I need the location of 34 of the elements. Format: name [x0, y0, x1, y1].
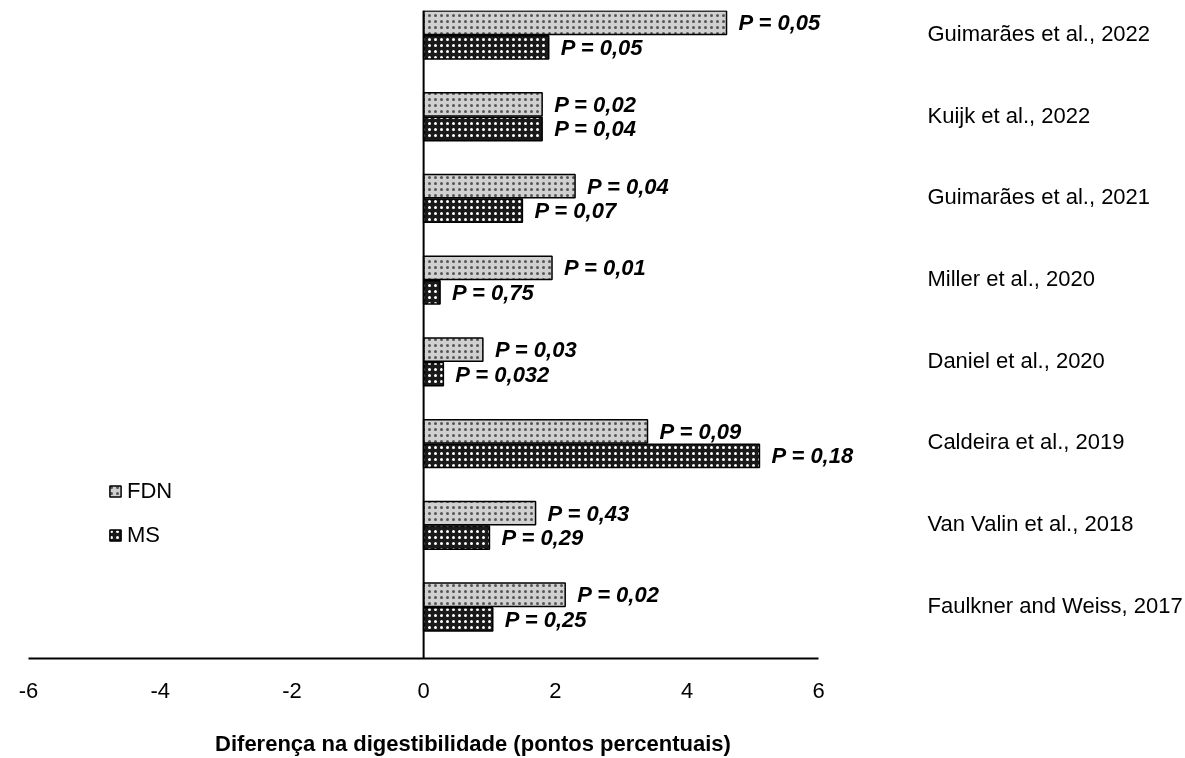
annotation: P = 0,03 [494, 337, 577, 363]
annotation: P = 0,18 [771, 443, 854, 469]
annotation: P = 0,05 [738, 10, 822, 36]
annotation: P = 0,43 [547, 500, 630, 526]
annotation: P = 0,02 [577, 582, 660, 608]
y-tick-label: Guimarães et al., 2022 [927, 20, 1151, 46]
y-tick-label: Miller et al., 2020 [927, 266, 1096, 292]
annotation: P = 0,01 [564, 255, 646, 281]
y-tick-label: Daniel et al., 2020 [927, 347, 1105, 373]
y-tick-label: Guimarães et al., 2021 [927, 184, 1151, 210]
annotation: P = 0,07 [534, 198, 618, 224]
x-tick-label: -4 [150, 677, 170, 703]
annotation: P = 0,09 [659, 418, 743, 444]
annotation: P = 0,04 [554, 116, 636, 142]
legend-label: FDN [127, 478, 173, 504]
annotation: P = 0,29 [501, 525, 584, 551]
x-tick-label: 0 [417, 677, 430, 703]
annotation: P = 0,04 [587, 173, 669, 199]
x-tick-label: -2 [282, 677, 302, 703]
annotation: P = 0,75 [452, 279, 535, 305]
legend-label: MS [127, 522, 160, 548]
x-tick-label: 2 [549, 677, 562, 703]
annotation: P = 0,05 [560, 34, 644, 60]
annotation: P = 0,25 [504, 606, 588, 632]
y-tick-label: Van Valin et al., 2018 [927, 511, 1134, 537]
y-tick-label: Caldeira et al., 2019 [927, 429, 1125, 455]
annotation: P = 0,032 [455, 361, 551, 387]
y-tick-label: Faulkner and Weiss, 2017 [927, 592, 1183, 618]
x-tick-label: 4 [680, 677, 694, 703]
x-axis-title: Diferença na digestibilidade (pontos percentuais) [215, 730, 731, 756]
x-tick-label: -6 [18, 677, 39, 703]
x-tick-label: 6 [812, 677, 825, 703]
annotation: P = 0,02 [554, 91, 637, 117]
y-tick-label: Kuijk et al., 2022 [927, 102, 1091, 128]
